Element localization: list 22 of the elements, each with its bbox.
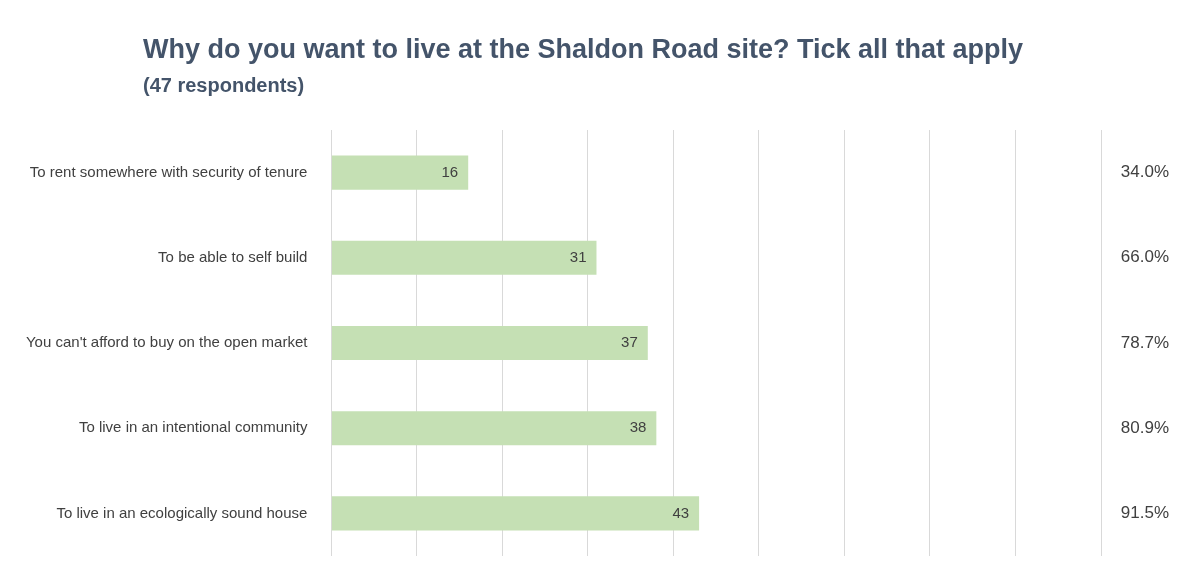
- data-label: 43: [672, 503, 690, 521]
- data-label: 16: [441, 162, 459, 180]
- bar: [331, 240, 597, 275]
- text: 91.5%: [1120, 503, 1169, 523]
- text: 80.9%: [1120, 417, 1169, 437]
- data-label: 37: [621, 333, 638, 351]
- text: 34.0%: [1120, 162, 1169, 182]
- bar: [331, 496, 700, 531]
- text: 78.7%: [1120, 332, 1169, 352]
- y-tick-label: To live in an intentional community: [78, 418, 308, 436]
- bar: [331, 411, 657, 446]
- text: 66.0%: [1120, 247, 1169, 267]
- chart-subtitle: (47 respondents): [143, 74, 305, 97]
- y-tick-label: To be able to self build: [158, 247, 308, 265]
- y-tick-label: To rent somewhere with security of tenure: [29, 162, 308, 180]
- data-label: 31: [569, 247, 587, 265]
- chart-title: Why do you want to live at the Shaldon Road site? Tick all that apply: [143, 34, 1024, 65]
- data-label: 38: [629, 418, 647, 436]
- y-tick-label: You can't afford to buy on the open market: [25, 333, 309, 351]
- bar: [331, 155, 469, 190]
- bar: [331, 325, 648, 361]
- y-tick-label: To live in an ecologically sound house: [56, 503, 308, 521]
